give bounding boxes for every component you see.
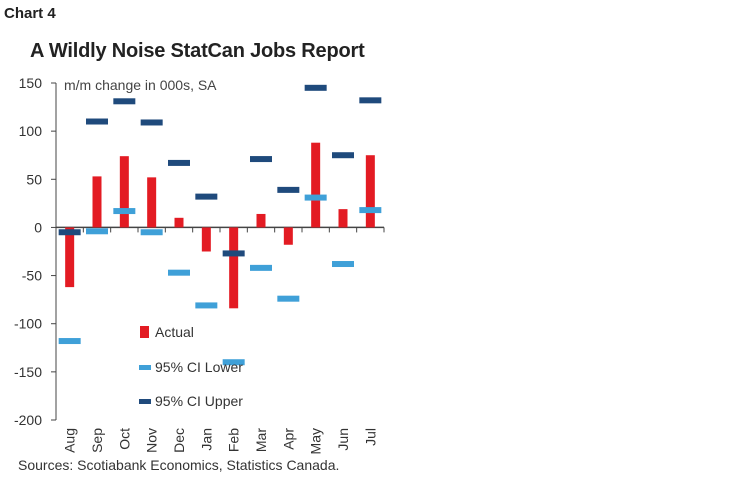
- marker-ci-lower: [168, 269, 190, 276]
- bar-actual: [338, 209, 348, 228]
- legend-label: Actual: [155, 324, 194, 340]
- chart-title: A Wildly Noise StatCan Jobs Report: [30, 40, 365, 62]
- y-axis-label: m/m change in 000s, SA: [64, 77, 217, 93]
- marker-ci-upper: [140, 119, 163, 126]
- bar-actual: [229, 227, 239, 309]
- y-tick-label: 50: [26, 171, 42, 187]
- x-tick-label: Sep: [89, 428, 105, 453]
- marker-ci-lower: [304, 194, 327, 201]
- bar-actual: [311, 142, 321, 228]
- x-tick-label: Mar: [253, 428, 269, 452]
- chart-number-label: Chart 4: [4, 5, 56, 22]
- x-tick-label: Oct: [116, 428, 132, 450]
- bar-actual: [147, 177, 157, 228]
- y-tick-label: -200: [14, 412, 42, 428]
- x-tick-label: Nov: [144, 428, 160, 453]
- marker-ci-lower: [113, 208, 136, 215]
- legend-swatch-actual: [140, 326, 149, 338]
- marker-ci-upper: [277, 186, 300, 193]
- marker-ci-lower: [250, 264, 272, 271]
- marker-ci-upper: [58, 229, 81, 236]
- marker-ci-lower: [140, 229, 163, 236]
- bar-actual: [365, 155, 375, 228]
- x-tick-label: Jul: [362, 428, 378, 446]
- x-tick-label: Feb: [226, 428, 242, 452]
- marker-ci-upper: [222, 250, 245, 257]
- marker-ci-upper: [168, 159, 190, 166]
- marker-ci-upper: [250, 156, 272, 163]
- bar-actual: [174, 217, 184, 228]
- legend-label: 95% CI Upper: [155, 393, 243, 409]
- x-tick-label: Jan: [198, 428, 214, 451]
- marker-ci-lower: [86, 228, 108, 235]
- bar-actual: [65, 227, 75, 288]
- bars-layer: [65, 142, 375, 309]
- source-note: Sources: Scotiabank Economics, Statistic…: [18, 457, 340, 473]
- x-tick-label: Jun: [335, 428, 351, 451]
- bar-actual: [92, 176, 102, 228]
- y-tick-label: 100: [19, 123, 43, 139]
- marker-ci-upper: [86, 118, 108, 125]
- marker-ci-lower: [277, 295, 300, 302]
- legend-swatch-ci-upper: [139, 399, 151, 404]
- legend-label: 95% CI Lower: [155, 359, 243, 375]
- y-tick-label: 150: [19, 75, 43, 91]
- marker-ci-upper: [195, 193, 218, 200]
- marker-ci-upper: [332, 152, 354, 159]
- bar-actual: [201, 227, 211, 252]
- y-tick-label: 0: [34, 219, 42, 235]
- y-tick-label: -50: [22, 268, 42, 284]
- markers-layer: [58, 84, 382, 366]
- marker-ci-upper: [113, 98, 136, 105]
- marker-ci-upper: [359, 97, 382, 104]
- marker-ci-lower: [222, 359, 245, 366]
- marker-ci-upper: [304, 84, 327, 91]
- legend: Actual 95% CI Lower 95% CI Upper: [139, 324, 243, 409]
- marker-ci-lower: [58, 338, 81, 345]
- bar-actual: [256, 213, 266, 228]
- bar-actual: [119, 156, 129, 228]
- bar-actual: [283, 227, 293, 245]
- axis-layer: 150 100 50 0 -50 -100 -150 -200 Aug Sep Oct Nov Dec J…: [14, 75, 385, 454]
- x-tick-label: May: [308, 428, 324, 454]
- legend-swatch-ci-lower: [139, 365, 151, 370]
- x-tick-label: Apr: [280, 428, 296, 450]
- x-tick-label: Aug: [62, 428, 78, 453]
- marker-ci-lower: [359, 207, 382, 214]
- y-tick-label: -100: [14, 316, 42, 332]
- marker-ci-lower: [195, 302, 218, 309]
- y-tick-label: -150: [14, 364, 42, 380]
- marker-ci-lower: [332, 261, 354, 268]
- x-tick-label: Dec: [171, 428, 187, 453]
